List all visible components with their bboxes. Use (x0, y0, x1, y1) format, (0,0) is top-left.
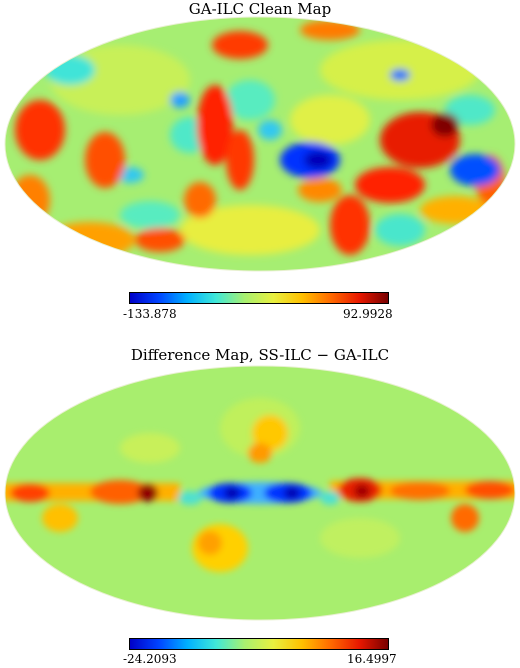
difference-map-title: Difference Map, SS-ILC − GA-ILC (130, 346, 390, 364)
clean-map (4, 16, 516, 272)
clean-map-colorbar-min: -133.878 (123, 307, 177, 321)
clean-map-colorbar-max: 92.9928 (343, 307, 393, 321)
clean-map-title: GA-ILC Clean Map (188, 0, 332, 18)
difference-map (4, 365, 516, 621)
clean-map-colorbar (129, 292, 389, 304)
difference-map-panel: Difference Map, SS-ILC − GA-ILC (0, 338, 520, 668)
difference-map-colorbar-max: 16.4997 (347, 652, 397, 666)
difference-map-colorbar-min: -24.2093 (123, 652, 177, 666)
clean-map-panel: GA-ILC Clean Map (0, 0, 520, 330)
difference-map-colorbar (129, 638, 389, 650)
